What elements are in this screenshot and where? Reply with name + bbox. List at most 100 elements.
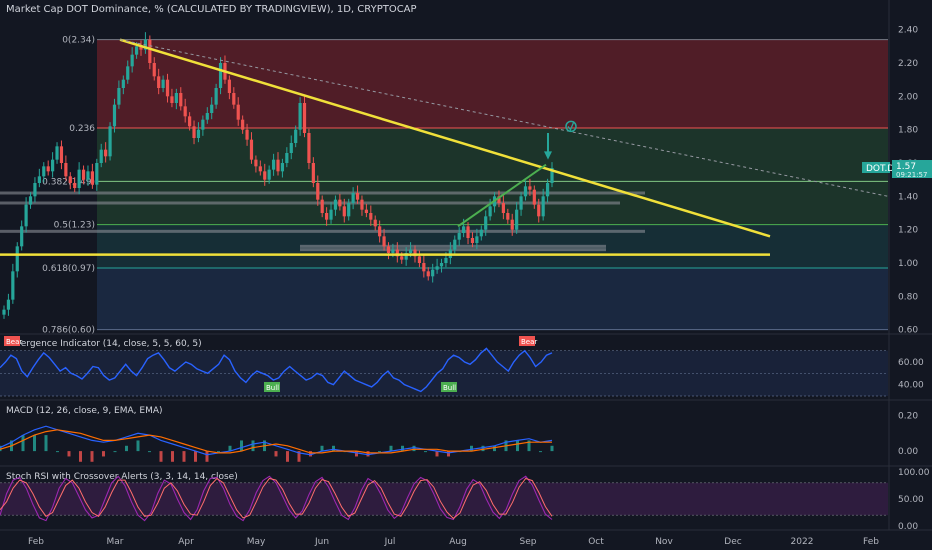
candle-body: [148, 39, 152, 63]
candle-body: [99, 149, 103, 163]
last-value-label: 1.57: [896, 162, 916, 172]
candle-body: [422, 263, 426, 272]
candle-body: [497, 196, 501, 203]
y-tick-label: 1.00: [898, 259, 918, 269]
candle-body: [11, 271, 15, 300]
support-band: [300, 244, 606, 248]
candle-body: [439, 263, 444, 267]
candle-body: [15, 246, 19, 272]
candle-body: [294, 129, 298, 143]
candle-body: [165, 79, 170, 97]
macd-histogram-bar: [355, 451, 358, 457]
macd-histogram-bar: [21, 435, 25, 452]
candle-body: [188, 116, 192, 127]
y-tick-label: 2.40: [898, 26, 918, 36]
candle-body: [42, 166, 46, 177]
fib-zone: [97, 268, 888, 330]
x-tick-label: Jul: [384, 537, 396, 547]
macd-histogram-bar: [79, 451, 82, 462]
stoch-band: [0, 482, 888, 516]
candle-body: [289, 143, 293, 153]
x-tick-label: Apr: [178, 537, 194, 547]
macd-histogram-bar: [136, 440, 140, 452]
macd-histogram-bar: [217, 451, 220, 453]
candle-body: [298, 103, 302, 130]
divergence-y-tick: 60.00: [898, 358, 924, 368]
stoch-d-line: [0, 477, 553, 520]
candle-body: [400, 256, 404, 260]
chart-title: Market Cap DOT Dominance, % (CALCULATED …: [6, 4, 417, 15]
macd-histogram-bar: [424, 451, 427, 453]
check-circle-icon: [567, 121, 575, 131]
macd-histogram-bar: [113, 451, 117, 453]
candle-body: [519, 196, 523, 210]
symbol-tag: DOT.D: [866, 164, 894, 174]
candle-body: [170, 96, 174, 103]
candle-body: [466, 226, 470, 238]
candle-body: [236, 104, 240, 120]
macd-histogram-bar: [389, 445, 393, 452]
candle-body: [351, 193, 355, 203]
macd-histogram-bar: [309, 451, 312, 457]
candle-body: [214, 88, 218, 105]
macd-histogram-bar: [481, 445, 485, 452]
candle-body: [541, 196, 545, 217]
candle-body: [347, 203, 351, 217]
candle-body: [112, 104, 117, 127]
candle-body: [382, 236, 386, 247]
candle-body: [475, 236, 479, 243]
candle-body: [271, 159, 276, 170]
macd-histogram-bar: [182, 451, 186, 462]
x-tick-label: Aug: [449, 537, 467, 547]
candle-body: [391, 249, 395, 253]
candle-body: [183, 106, 187, 117]
macd-histogram-bar: [228, 445, 232, 452]
candle-body: [24, 204, 28, 227]
candle-body: [81, 169, 86, 180]
candle-body: [369, 213, 373, 220]
macd-histogram-bar: [493, 445, 496, 452]
candle-body: [174, 93, 178, 103]
y-tick-label: 0.80: [898, 292, 918, 302]
candle-body: [258, 166, 262, 172]
divergence-line: [0, 347, 553, 393]
fib-level-label: 0.5(1.23): [54, 221, 95, 231]
macd-histogram-bar: [251, 440, 255, 452]
candle-body: [435, 266, 439, 270]
candle-body: [73, 183, 77, 188]
macd-histogram-bar: [44, 435, 48, 452]
candle-body: [245, 129, 249, 140]
macd-histogram-bar: [539, 451, 542, 453]
stoch-y-tick: 50.00: [898, 495, 924, 505]
y-tick-label: 1.20: [898, 226, 918, 236]
macd-histogram-bar: [297, 451, 301, 462]
candle-body: [329, 209, 333, 220]
candle-body: [64, 163, 68, 177]
candle-body: [417, 256, 422, 263]
candle-body: [316, 183, 320, 200]
candle-body: [488, 206, 492, 217]
candle-body: [431, 269, 435, 277]
macd-histogram-bar: [378, 451, 381, 453]
last-value-tag-bg: [892, 160, 932, 178]
symbol-tag-bg: [862, 162, 890, 173]
candle-body: [320, 199, 324, 213]
candle-body: [302, 103, 307, 133]
candle-body: [523, 186, 528, 197]
candle-body: [157, 76, 161, 88]
support-band: [0, 191, 645, 195]
candle-body: [192, 126, 196, 138]
candle-body: [95, 163, 99, 185]
y-tick-label: 1.40: [898, 192, 918, 202]
macd-histogram-bar: [401, 445, 404, 452]
y-tick-label: 0.60: [898, 326, 918, 336]
candle-body: [55, 146, 59, 160]
x-tick-label: Sep: [520, 537, 537, 547]
macd-histogram-bar: [240, 440, 243, 452]
macd-histogram-bar: [366, 451, 370, 457]
x-tick-label: Nov: [655, 537, 673, 547]
candle-body: [51, 159, 55, 172]
candle-body: [333, 199, 338, 210]
bull-label: Bull: [266, 384, 279, 392]
